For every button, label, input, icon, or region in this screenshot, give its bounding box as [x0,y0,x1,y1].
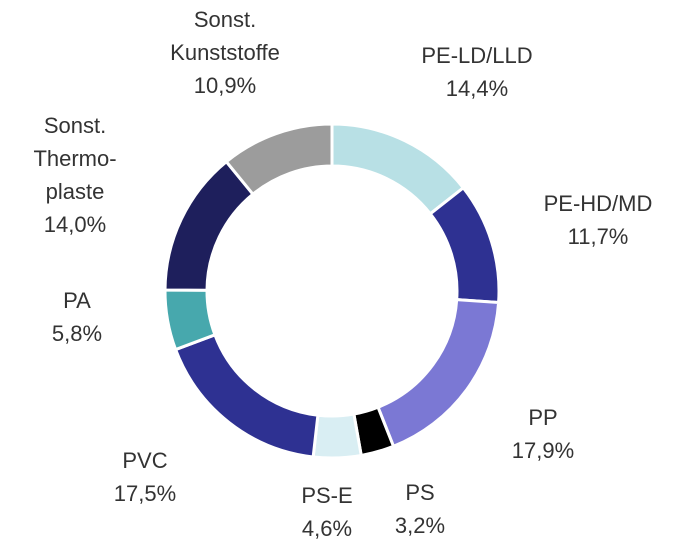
segment-label: PVC [122,448,167,473]
label-line: PE-HD/MD [544,191,653,216]
segment-label: Sonst. Kunststoffe [170,7,280,65]
segment-label: PP [528,405,557,430]
label-line: Thermo- [33,146,116,171]
donut-segment [163,159,256,292]
donut-segment [311,412,363,460]
label-line: Kunststoffe [170,40,280,65]
label-line: PS [405,480,434,505]
value-label: 14,0% [44,212,106,237]
segment-label: PE-LD/LLD [421,43,532,68]
label-line: PP [528,405,557,430]
label-line: PS-E [301,483,352,508]
donut-segment [428,185,501,305]
donut-segment [376,298,501,449]
value-label: 5,8% [52,321,102,346]
donut-segment [173,332,320,459]
label-line: Sonst. [194,7,256,32]
segment-label: Sonst. Thermo-plaste [33,113,116,204]
donut-segment [224,122,334,197]
segment-label: PS-E [301,483,352,508]
value-label: 17,5% [114,481,176,506]
segment-label: PA [63,288,91,313]
segment-label: PS [405,480,434,505]
segment-label: PE-HD/MD [544,191,653,216]
value-label: 14,4% [446,76,508,101]
label-line: PVC [122,448,167,473]
value-label: 10,9% [194,73,256,98]
value-label: 4,6% [302,516,352,541]
donut-segment [330,122,466,216]
label-line: PE-LD/LLD [421,43,532,68]
value-label: 17,9% [512,438,574,463]
value-label: 3,2% [395,513,445,538]
label-line: Sonst. [44,113,106,138]
label-line: plaste [46,179,105,204]
label-line: PA [63,288,91,313]
value-label: 11,7% [568,224,629,249]
